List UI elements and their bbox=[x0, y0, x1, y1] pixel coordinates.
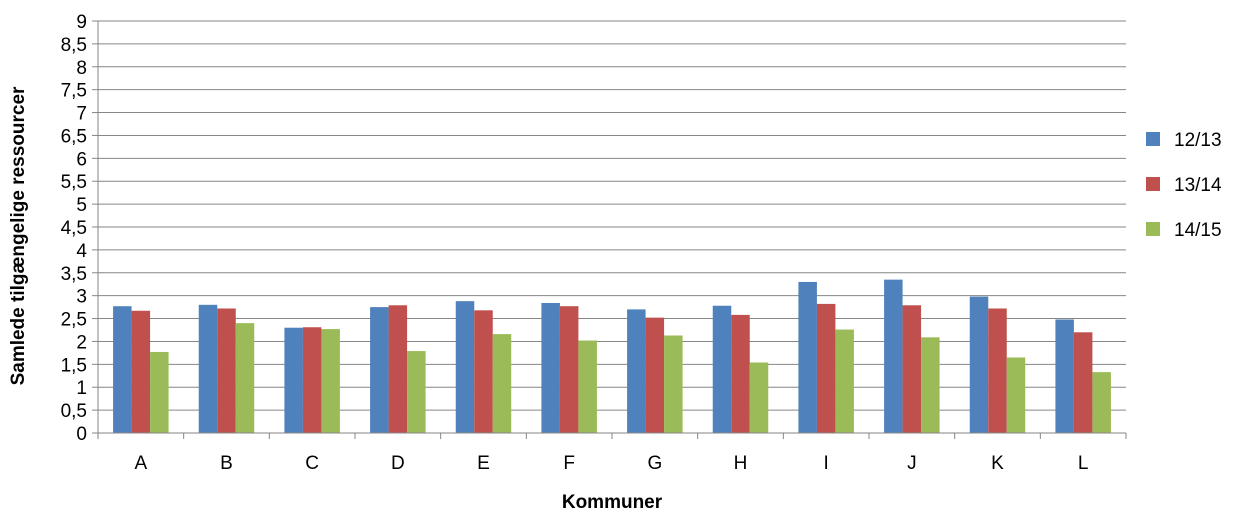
bar-H-13/14 bbox=[731, 314, 750, 433]
y-tick-label: 1 bbox=[76, 378, 87, 399]
y-tick-label: 6 bbox=[76, 149, 87, 170]
bar-E-14/15 bbox=[492, 334, 512, 433]
bar-J-13/14 bbox=[902, 305, 922, 433]
bar-A-13/14 bbox=[131, 310, 151, 433]
legend-swatch bbox=[1146, 132, 1160, 146]
x-tick-label: E bbox=[477, 453, 490, 474]
bar-J-12/13 bbox=[884, 279, 903, 433]
bar-H-12/13 bbox=[712, 305, 732, 433]
bar-I-12/13 bbox=[798, 281, 817, 433]
bar-G-14/15 bbox=[664, 335, 683, 433]
x-tick-label: J bbox=[907, 453, 917, 474]
bar-E-12/13 bbox=[455, 301, 475, 433]
bar-D-12/13 bbox=[370, 307, 389, 433]
bar-D-14/15 bbox=[407, 351, 426, 433]
bar-B-14/15 bbox=[235, 323, 255, 433]
bar-F-12/13 bbox=[541, 302, 560, 433]
bar-F-13/14 bbox=[559, 306, 579, 433]
y-axis-title: Samlede tilgængelige ressourcer bbox=[8, 86, 29, 385]
legend: 12/13 13/14 14/15 bbox=[1146, 130, 1222, 241]
y-tick-label: 0,5 bbox=[61, 401, 87, 422]
y-tick-label: 7 bbox=[76, 104, 87, 125]
y-tick-label: 9 bbox=[76, 12, 87, 33]
x-tick-label: H bbox=[734, 453, 748, 474]
x-tick-label: A bbox=[134, 453, 147, 474]
legend-swatch bbox=[1146, 177, 1160, 191]
x-tick-label: B bbox=[220, 453, 233, 474]
y-tick-label: 0 bbox=[76, 424, 87, 445]
y-tick-labels: 00,511,522,533,544,555,566,577,588,59 bbox=[61, 12, 88, 445]
x-axis-title: Kommuner bbox=[562, 492, 663, 513]
bar-L-13/14 bbox=[1073, 332, 1093, 433]
bar-I-14/15 bbox=[835, 329, 854, 433]
y-tick-label: 6,5 bbox=[61, 126, 87, 147]
x-tick-label: D bbox=[391, 453, 405, 474]
gridlines bbox=[92, 20, 1126, 434]
bar-D-13/14 bbox=[388, 305, 408, 433]
legend-label: 12/13 bbox=[1174, 130, 1222, 151]
bars bbox=[113, 279, 1111, 433]
x-tick-label: L bbox=[1078, 453, 1089, 474]
bar-K-13/14 bbox=[988, 308, 1007, 433]
x-tick-label: I bbox=[824, 453, 829, 474]
bar-C-14/15 bbox=[321, 329, 340, 433]
y-tick-label: 5 bbox=[76, 195, 87, 216]
bar-A-14/15 bbox=[150, 351, 169, 433]
bar-G-13/14 bbox=[645, 317, 665, 433]
y-tick-label: 7,5 bbox=[61, 81, 87, 102]
x-tick-labels: A B C D E F G H I J K L bbox=[134, 453, 1088, 474]
x-tick-label: F bbox=[563, 453, 575, 474]
bar-J-14/15 bbox=[921, 337, 940, 433]
bar-L-14/15 bbox=[1092, 372, 1111, 433]
y-tick-label: 4 bbox=[76, 241, 87, 262]
bar-G-12/13 bbox=[627, 309, 646, 433]
y-tick-label: 8 bbox=[76, 58, 87, 79]
bar-L-12/13 bbox=[1055, 319, 1074, 433]
bar-B-13/14 bbox=[217, 308, 236, 433]
bar-I-13/14 bbox=[816, 303, 836, 433]
axes bbox=[97, 21, 1127, 439]
bar-K-12/13 bbox=[969, 296, 989, 433]
y-tick-label: 3,5 bbox=[61, 264, 87, 285]
y-tick-label: 5,5 bbox=[61, 172, 87, 193]
x-tick-label: K bbox=[991, 453, 1004, 474]
x-tick-label: G bbox=[647, 453, 662, 474]
legend-swatch bbox=[1146, 222, 1160, 236]
y-tick-label: 2,5 bbox=[61, 310, 87, 331]
bar-K-14/15 bbox=[1006, 357, 1026, 433]
bar-C-13/14 bbox=[302, 327, 322, 433]
legend-label: 13/14 bbox=[1174, 175, 1222, 196]
y-tick-label: 2 bbox=[76, 332, 87, 353]
bar-C-12/13 bbox=[284, 327, 303, 433]
bar-A-12/13 bbox=[113, 306, 132, 433]
y-tick-label: 1,5 bbox=[61, 355, 87, 376]
bar-E-13/14 bbox=[474, 310, 493, 433]
bar-H-14/15 bbox=[749, 362, 769, 433]
bar-B-12/13 bbox=[198, 304, 218, 433]
bar-F-14/15 bbox=[578, 340, 597, 433]
y-tick-label: 4,5 bbox=[61, 218, 87, 239]
y-tick-label: 3 bbox=[76, 287, 87, 308]
x-tick-label: C bbox=[305, 453, 319, 474]
y-tick-label: 8,5 bbox=[61, 35, 87, 56]
legend-label: 14/15 bbox=[1174, 220, 1222, 241]
